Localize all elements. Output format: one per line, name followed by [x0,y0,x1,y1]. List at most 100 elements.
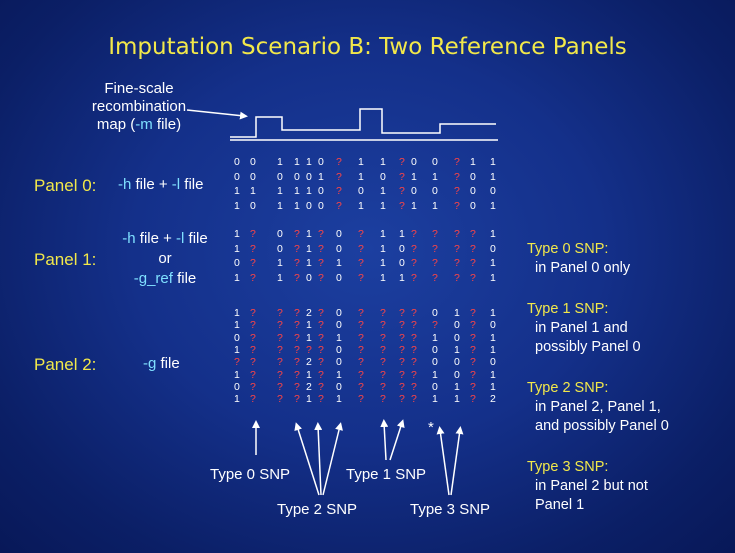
recomb-map-label: Fine-scale recombination map (-m file) [74,80,204,134]
panel1-cell: ? [411,228,417,240]
panel0-cell: 0 [234,170,240,183]
panel1-cell: ? [454,271,460,284]
panel2-cell: 1 [432,331,438,344]
type0-description: Type 0 SNP: in Panel 0 only [527,240,630,278]
panel1-cell: 1 [399,228,405,240]
panel1-cell: ? [318,228,324,240]
panel2-cell: ? [470,319,476,332]
panel1-cell: 0 [399,257,405,269]
panel2-cell: ? [411,393,417,406]
panel2-cell: ? [277,356,283,369]
panel1-cell: 1 [277,257,283,269]
panel0-cell: 1 [277,199,283,212]
panel1-cell: ? [250,271,256,284]
panel1-cell: 0 [336,242,342,255]
type2-arrow-c [322,422,343,496]
panel1-label: Panel 1: [34,250,97,269]
panel1-cell: ? [294,228,300,240]
panel2-cell: ? [358,368,364,381]
panel0-cell: 1 [294,185,300,197]
panel2-cell: ? [358,356,364,369]
panel1-cell: 1 [277,271,283,284]
panel2-cell: ? [250,380,256,393]
type0-label: Type 0 SNP [210,466,290,483]
panel0-cell: ? [336,185,342,197]
panel0-cell: 0 [380,170,386,183]
panel2-cell: ? [470,307,476,319]
panel1-cell: ? [318,257,324,269]
type0-line1: in Panel 0 only [535,260,631,276]
panel2-cell: ? [411,331,417,344]
panel0-cell: 0 [358,185,364,197]
panel1-cell: ? [432,228,438,240]
panel1-cell: ? [294,257,300,269]
type2-head: Type 2 SNP: [527,380,609,396]
panel2-cell: 0 [432,343,438,356]
type2-line1: in Panel 2, Panel 1, [535,399,661,415]
panel0-cell: 1 [490,170,496,183]
panel1-cell: ? [250,257,256,269]
panel1-cell: 1 [380,257,386,269]
panel0-cell: 0 [470,185,476,197]
panel2-cell: ? [250,307,256,319]
panel2-cell: ? [380,343,386,356]
panel0-cell: 1 [380,156,386,168]
panel1-cell: 1 [306,242,312,255]
recomb-map-line [230,108,496,138]
panel2-cell: ? [470,393,476,406]
panel0-cell: 0 [490,185,496,197]
panel1-cell: 1 [234,242,240,255]
panel2-cell: 0 [336,343,342,356]
type2-label: Type 2 SNP [277,501,357,518]
panel2-cell: ? [470,356,476,369]
panel1-cell: ? [454,228,460,240]
panel1-file-or: or [158,250,172,267]
panel2-cell: 1 [234,307,240,319]
panel2-cell: ? [399,331,405,344]
type3-star: * [428,419,434,436]
panel2-cell: ? [234,356,240,369]
type3-line2: Panel 1 [535,497,585,513]
slide-title: Imputation Scenario B: Two Reference Pan… [108,34,627,60]
panel0-cell: 1 [411,199,417,212]
panel2-cell: ? [250,319,256,332]
panel1-cell: ? [432,242,438,255]
panel0-cell: 0 [470,199,476,212]
panel2-cell: 1 [454,393,460,406]
type3-arrow-b [450,426,464,496]
panel0-cell: 1 [358,170,364,183]
panel0-cell: ? [399,199,405,212]
panel2-cell: ? [294,319,300,332]
panel1-file-line1: -h file + -l file [122,230,208,247]
panel1-cell: 1 [399,271,405,284]
panel2-cell: 1 [490,343,496,356]
panel2-cell: 1 [490,368,496,381]
panel2-cell: ? [318,343,324,356]
panel0-cell: 0 [306,199,312,212]
panel2-cell: ? [399,319,405,332]
type1-label: Type 1 SNP [346,466,426,483]
type1-line2: possibly Panel 0 [535,339,641,355]
panel2-cell: ? [318,331,324,344]
panel2-cell: ? [399,356,405,369]
type2-line2: and possibly Panel 0 [535,418,669,434]
panel2-cell: 1 [490,380,496,393]
panel0-cell: 0 [234,156,240,168]
panel2-cell: ? [380,368,386,381]
panel0-cell: 0 [250,156,256,168]
type2-arrow-b [314,422,323,496]
panel1-cell: ? [318,271,324,284]
panel2-cell: ? [294,393,300,406]
panel1-cell: ? [470,257,476,269]
type1-head: Type 1 SNP: [527,301,609,317]
panel2-cell: ? [318,368,324,381]
panel2-cell: 0 [454,368,460,381]
panel0-cell: 0 [411,185,417,197]
panel2-cell: 0 [336,356,342,369]
panel2-cell: 0 [234,331,240,344]
type1-arrow-a [380,419,389,461]
panel2-cell: ? [250,331,256,344]
panel2-cell: 1 [336,368,342,381]
panel1-cell: ? [432,271,438,284]
